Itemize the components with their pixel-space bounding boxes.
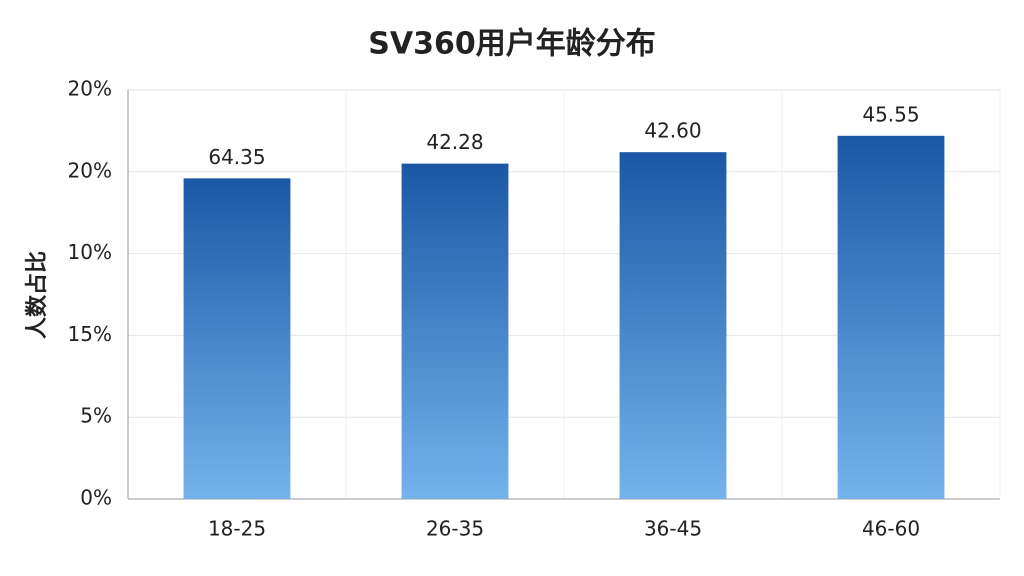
data-label: 42.28 xyxy=(426,130,483,154)
chart-title: SV360用户年龄分布 xyxy=(368,27,655,62)
x-tick-label: 36-45 xyxy=(644,517,702,541)
data-label: 42.60 xyxy=(644,119,701,143)
bar xyxy=(183,178,291,499)
x-tick-label: 18-25 xyxy=(208,517,266,541)
y-tick-label: 5% xyxy=(80,404,112,428)
x-tick-label: 46-60 xyxy=(862,517,920,541)
y-tick-label: 15% xyxy=(68,322,112,346)
y-tick-label: 0% xyxy=(80,486,112,510)
bar xyxy=(401,163,509,499)
data-label: 45.55 xyxy=(862,102,919,126)
y-axis-label: 人数占比 xyxy=(24,251,50,339)
bar xyxy=(837,135,945,500)
x-tick-label: 26-35 xyxy=(426,517,484,541)
y-tick-label: 20% xyxy=(68,77,112,101)
bar xyxy=(619,152,727,499)
y-tick-label: 10% xyxy=(68,240,112,264)
y-tick-label: 20% xyxy=(68,158,112,182)
data-label: 64.35 xyxy=(208,145,265,169)
